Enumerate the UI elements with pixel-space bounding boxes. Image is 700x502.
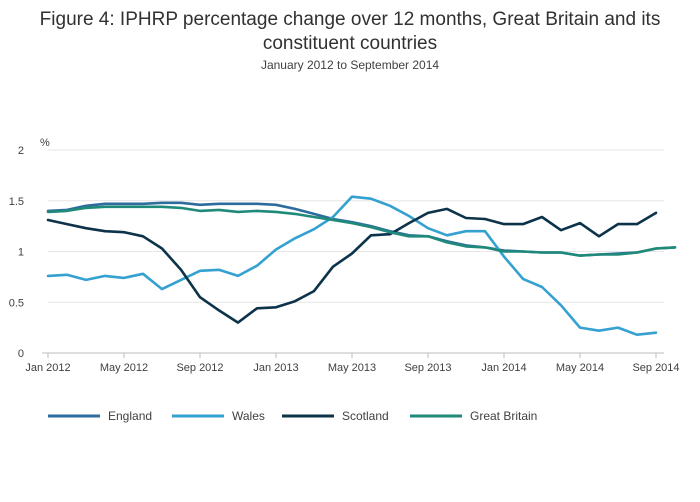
x-tick-label: Jan 2012 xyxy=(25,362,70,374)
series-line-scotland xyxy=(46,207,658,324)
x-tick-label: Jan 2013 xyxy=(253,362,298,374)
legend-label-great-britain: Great Britain xyxy=(470,409,537,423)
chart-subtitle: January 2012 to September 2014 xyxy=(260,58,440,72)
chart-title: Figure 4: IPHRP percentage change over 1… xyxy=(39,9,661,54)
y-tick-label: 1.5 xyxy=(9,196,24,208)
x-tick-label: May 2014 xyxy=(556,362,604,374)
y-tick-label: 0 xyxy=(18,348,24,360)
series-line-great-britain xyxy=(46,205,677,257)
x-tick-label: Jan 2014 xyxy=(481,362,526,374)
legend-label-scotland: Scotland xyxy=(342,409,389,423)
y-tick-label: 2 xyxy=(18,145,24,157)
y-tick-label: 0.5 xyxy=(9,297,24,309)
legend-label-england: England xyxy=(108,409,152,423)
x-tick-label: May 2012 xyxy=(100,362,148,374)
x-tick-label: Sep 2014 xyxy=(632,362,679,374)
legend-label-wales: Wales xyxy=(232,409,265,423)
series-line-wales xyxy=(46,195,658,337)
x-tick-label: May 2013 xyxy=(328,362,376,374)
series-lines xyxy=(46,195,677,337)
y-axis-unit-label: % xyxy=(40,137,50,149)
axes: 0 0.5 1 1.5 2 Jan 2012 May 2012 Sep 2012 Jan 201… xyxy=(9,145,680,374)
series-line-england xyxy=(46,201,677,257)
legend: England Wales Scotland Great Britain xyxy=(48,409,537,423)
x-tick-label: Sep 2013 xyxy=(404,362,451,374)
y-tick-label: 1 xyxy=(18,247,24,259)
x-tick-label: Sep 2012 xyxy=(176,362,223,374)
